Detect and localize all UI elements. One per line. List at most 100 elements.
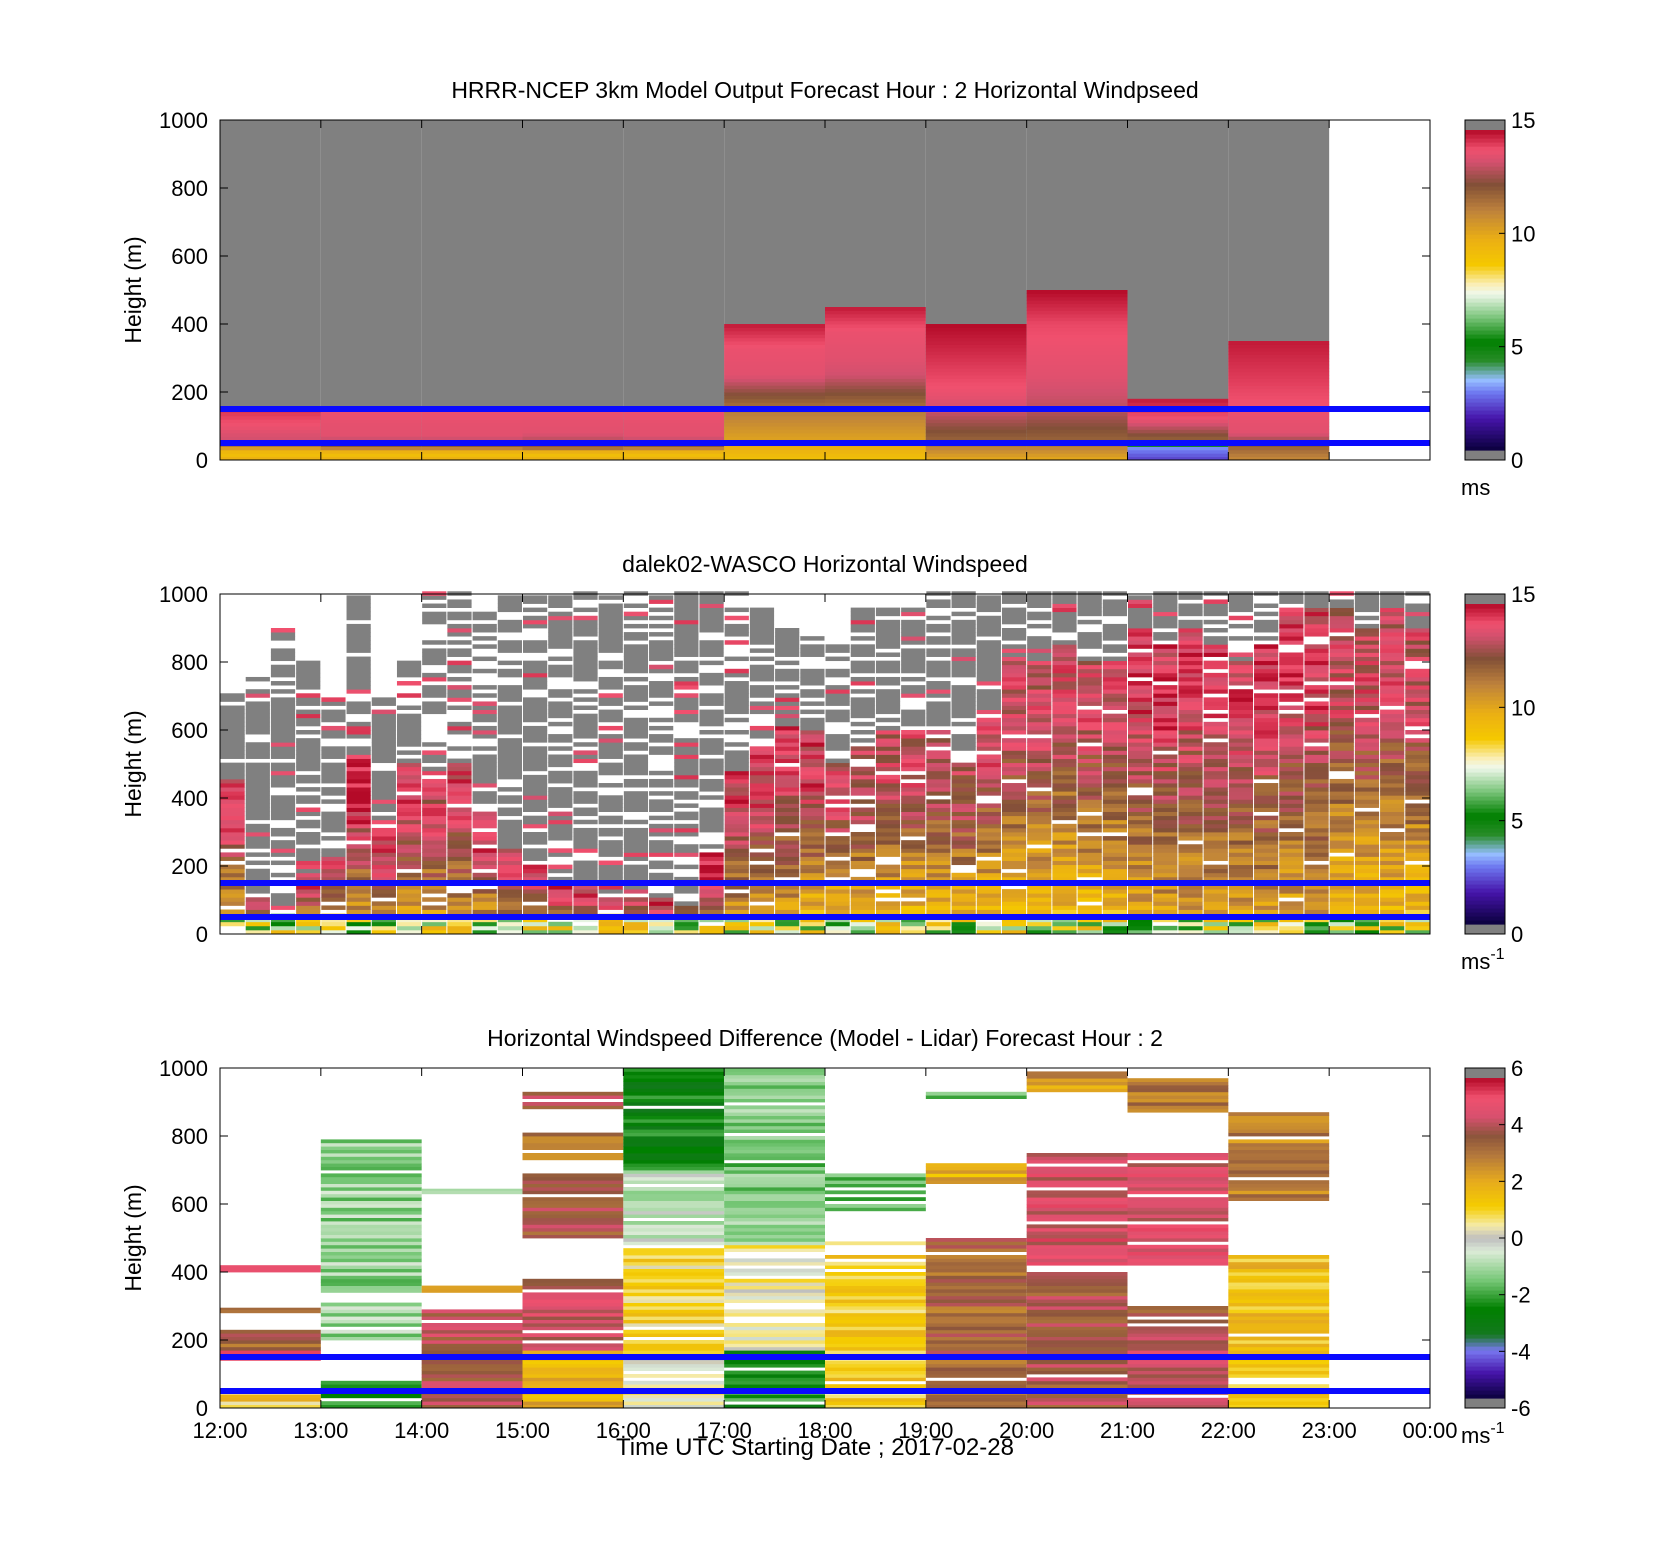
model-speed-cell	[1026, 320, 1128, 325]
colorbar-swatch	[1465, 656, 1505, 661]
lidar-speed-cell	[1405, 648, 1430, 653]
lidar-speed-cell	[346, 623, 371, 629]
lidar-speed-cell	[548, 827, 573, 833]
colorbar-swatch	[1465, 808, 1505, 813]
lidar-speed-cell	[1052, 717, 1077, 723]
model-speed-cell	[1026, 313, 1128, 318]
difference-cell	[1026, 1295, 1128, 1300]
lidar-speed-cell	[1153, 599, 1178, 604]
lidar-speed-cell	[1329, 840, 1354, 845]
lidar-speed-cell	[1077, 734, 1102, 739]
difference-cell	[1026, 1367, 1128, 1371]
difference-cell	[1228, 1336, 1330, 1341]
lidar-speed-cell	[800, 848, 825, 853]
lidar-speed-cell	[573, 872, 598, 878]
lidar-speed-cell	[1354, 803, 1380, 808]
lidar-speed-cell	[1254, 893, 1279, 898]
difference-cell	[320, 1333, 422, 1337]
lidar-speed-cell	[1052, 611, 1077, 617]
lidar-speed-cell	[623, 852, 649, 857]
lidar-speed-cell	[598, 676, 623, 682]
difference-cell	[825, 1204, 926, 1208]
model-speed-cell	[1026, 392, 1128, 396]
lidar-speed-cell	[245, 742, 270, 747]
lidar-speed-cell	[699, 787, 724, 792]
lidar-speed-cell	[1354, 599, 1380, 604]
lidar-speed-cell	[371, 827, 396, 833]
difference-cell	[1127, 1180, 1229, 1184]
model-speed-cell	[724, 330, 825, 335]
lidar-speed-cell	[422, 844, 447, 849]
colorbar-swatch	[1465, 904, 1505, 909]
lidar-speed-cell	[1102, 628, 1127, 633]
lidar-speed-cell	[296, 921, 321, 927]
difference-cell	[724, 1200, 825, 1205]
lidar-speed-cell	[1178, 909, 1203, 914]
difference-cell	[724, 1190, 825, 1195]
difference-cell	[1026, 1255, 1128, 1259]
lidar-speed-cell	[674, 770, 699, 776]
lidar-speed-cell	[1254, 803, 1279, 808]
lidar-speed-cell	[926, 668, 951, 674]
lidar-speed-cell	[371, 901, 396, 906]
lidar-speed-cell	[800, 730, 825, 735]
lidar-speed-cell	[1001, 819, 1027, 825]
lidar-speed-cell	[523, 762, 548, 768]
lidar-speed-cell	[1027, 921, 1052, 927]
lidar-speed-cell	[699, 750, 724, 755]
lidar-speed-cell	[548, 893, 573, 898]
difference-cell	[724, 1374, 825, 1378]
lidar-speed-cell	[800, 717, 825, 723]
difference-cell	[925, 1166, 1027, 1171]
lidar-speed-cell	[396, 766, 422, 772]
lidar-speed-cell	[447, 787, 472, 792]
lidar-speed-cell	[296, 778, 321, 784]
difference-cell	[825, 1363, 926, 1368]
lidar-speed-cell	[346, 860, 371, 866]
model-speed-cell	[1026, 296, 1128, 301]
colorbar-swatch	[1465, 1138, 1505, 1143]
colorbar-swatch	[1465, 804, 1505, 809]
lidar-speed-cell	[1027, 885, 1052, 890]
lidar-speed-cell	[1304, 652, 1329, 657]
lidar-speed-cell	[1380, 599, 1405, 604]
lidar-speed-cell	[346, 925, 371, 931]
lidar-speed-cell	[497, 889, 522, 894]
lidar-speed-cell	[321, 823, 346, 829]
lidar-speed-cell	[951, 672, 976, 678]
difference-cell	[1026, 1231, 1128, 1235]
lidar-speed-cell	[598, 725, 623, 731]
lidar-speed-cell	[1178, 705, 1203, 710]
colorbar-swatch	[1465, 394, 1505, 399]
lidar-speed-cell	[1128, 856, 1153, 861]
colorbar-tick-label: 4	[1511, 1113, 1523, 1138]
lidar-speed-cell	[523, 787, 548, 792]
difference-cell	[724, 1329, 825, 1334]
lidar-speed-cell	[1405, 787, 1430, 792]
lidar-speed-cell	[1203, 803, 1228, 808]
x-axis-label: Time UTC Starting Date ; 2017-02-28	[616, 1434, 1014, 1461]
lidar-speed-cell	[875, 811, 901, 817]
lidar-speed-cell	[321, 750, 346, 755]
lidar-speed-cell	[1405, 750, 1430, 755]
lidar-speed-cell	[926, 893, 951, 898]
lidar-speed-cell	[1077, 868, 1102, 874]
lidar-speed-cell	[497, 864, 522, 870]
difference-cell	[724, 1166, 825, 1171]
lidar-speed-cell	[1329, 730, 1354, 735]
lidar-speed-cell	[1304, 791, 1329, 796]
lidar-speed-cell	[1228, 660, 1254, 666]
lidar-speed-cell	[699, 905, 724, 910]
lidar-speed-cell	[1178, 632, 1203, 637]
difference-cell	[825, 1333, 926, 1337]
difference-cell	[724, 1227, 825, 1232]
lidar-speed-cell	[472, 705, 497, 710]
lidar-speed-cell	[1077, 701, 1102, 706]
lidar-speed-cell	[1329, 697, 1354, 702]
difference-cell	[1026, 1360, 1128, 1365]
colorbar-swatch	[1465, 1098, 1505, 1103]
lidar-speed-cell	[1254, 864, 1279, 870]
colorbar-swatch	[1465, 824, 1505, 829]
lidar-speed-cell	[901, 860, 926, 866]
lidar-speed-cell	[1153, 876, 1178, 882]
